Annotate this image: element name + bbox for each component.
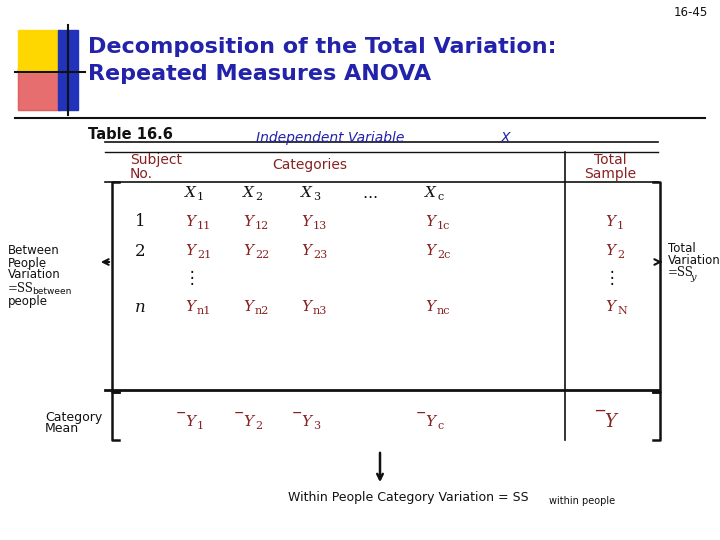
- Text: 2: 2: [255, 421, 262, 431]
- Text: Category: Category: [45, 410, 102, 423]
- Text: N: N: [617, 306, 626, 316]
- Text: X: X: [500, 131, 510, 145]
- Text: Within People Category Variation = SS: Within People Category Variation = SS: [288, 490, 528, 503]
- Text: Decomposition of the Total Variation:: Decomposition of the Total Variation:: [88, 37, 557, 57]
- Text: Y: Y: [185, 415, 195, 429]
- Text: Y: Y: [605, 244, 615, 258]
- Text: 12: 12: [255, 221, 269, 231]
- Text: Y: Y: [605, 215, 615, 229]
- Text: 2: 2: [135, 242, 145, 260]
- Bar: [18, 68, 60, 110]
- Text: X: X: [425, 186, 436, 200]
- Bar: [18, 30, 60, 72]
- Text: 16-45: 16-45: [674, 6, 708, 19]
- Text: n1: n1: [197, 306, 212, 316]
- Text: n: n: [135, 299, 145, 315]
- Text: X: X: [243, 186, 253, 200]
- Bar: [18, 68, 60, 110]
- Text: Mean: Mean: [45, 422, 79, 435]
- Text: People: People: [8, 256, 47, 269]
- Text: Categories: Categories: [272, 158, 348, 172]
- Text: Variation: Variation: [668, 253, 720, 267]
- Text: Y: Y: [301, 215, 311, 229]
- Text: n2: n2: [255, 306, 269, 316]
- Text: Y: Y: [425, 300, 435, 314]
- Text: within people: within people: [549, 496, 615, 506]
- Text: 2: 2: [617, 250, 624, 260]
- Text: …: …: [362, 186, 377, 200]
- Text: Variation: Variation: [8, 268, 60, 281]
- Text: Between: Between: [8, 245, 60, 258]
- Text: Y: Y: [425, 415, 435, 429]
- Text: Y: Y: [243, 300, 253, 314]
- Text: X: X: [300, 186, 312, 200]
- Text: 11: 11: [197, 221, 211, 231]
- Text: 2c: 2c: [437, 250, 451, 260]
- Text: 21: 21: [197, 250, 211, 260]
- Text: 2: 2: [255, 192, 262, 202]
- Text: Y: Y: [301, 415, 311, 429]
- Text: Sample: Sample: [584, 167, 636, 181]
- Text: =SS: =SS: [8, 281, 34, 294]
- Text: Table 16.6: Table 16.6: [88, 127, 173, 142]
- Text: c: c: [437, 421, 444, 431]
- Text: Y: Y: [243, 415, 253, 429]
- Text: 3: 3: [313, 421, 320, 431]
- Text: c: c: [437, 192, 444, 202]
- Text: Total: Total: [668, 241, 696, 254]
- Text: Y: Y: [425, 244, 435, 258]
- Text: No.: No.: [130, 167, 153, 181]
- Text: y: y: [690, 273, 696, 281]
- Text: =SS: =SS: [668, 267, 694, 280]
- Text: nc: nc: [437, 306, 451, 316]
- Text: 1c: 1c: [437, 221, 451, 231]
- Text: people: people: [8, 295, 48, 308]
- Text: Y: Y: [185, 215, 195, 229]
- Text: 13: 13: [313, 221, 328, 231]
- Text: X: X: [184, 186, 195, 200]
- Text: 1: 1: [197, 421, 204, 431]
- Text: Y: Y: [243, 215, 253, 229]
- Text: Subject: Subject: [130, 153, 182, 167]
- Text: Repeated Measures ANOVA: Repeated Measures ANOVA: [88, 64, 431, 84]
- Text: Y: Y: [301, 244, 311, 258]
- Text: n3: n3: [313, 306, 328, 316]
- Text: Y: Y: [605, 300, 615, 314]
- Text: Y: Y: [185, 300, 195, 314]
- Text: Total: Total: [594, 153, 626, 167]
- Text: Y: Y: [604, 413, 616, 431]
- Text: 3: 3: [313, 192, 320, 202]
- Text: Independent Variable: Independent Variable: [256, 131, 404, 145]
- Text: 23: 23: [313, 250, 328, 260]
- Text: Y: Y: [185, 244, 195, 258]
- Text: 22: 22: [255, 250, 269, 260]
- Text: 1: 1: [135, 213, 145, 231]
- Text: Y: Y: [425, 215, 435, 229]
- Text: ⋮: ⋮: [184, 269, 200, 287]
- Text: 1: 1: [617, 221, 624, 231]
- Text: 1: 1: [197, 192, 204, 202]
- Text: Y: Y: [243, 244, 253, 258]
- Text: ⋮: ⋮: [603, 269, 621, 287]
- Text: Y: Y: [301, 300, 311, 314]
- Bar: [58, 30, 78, 110]
- Text: between: between: [32, 287, 71, 296]
